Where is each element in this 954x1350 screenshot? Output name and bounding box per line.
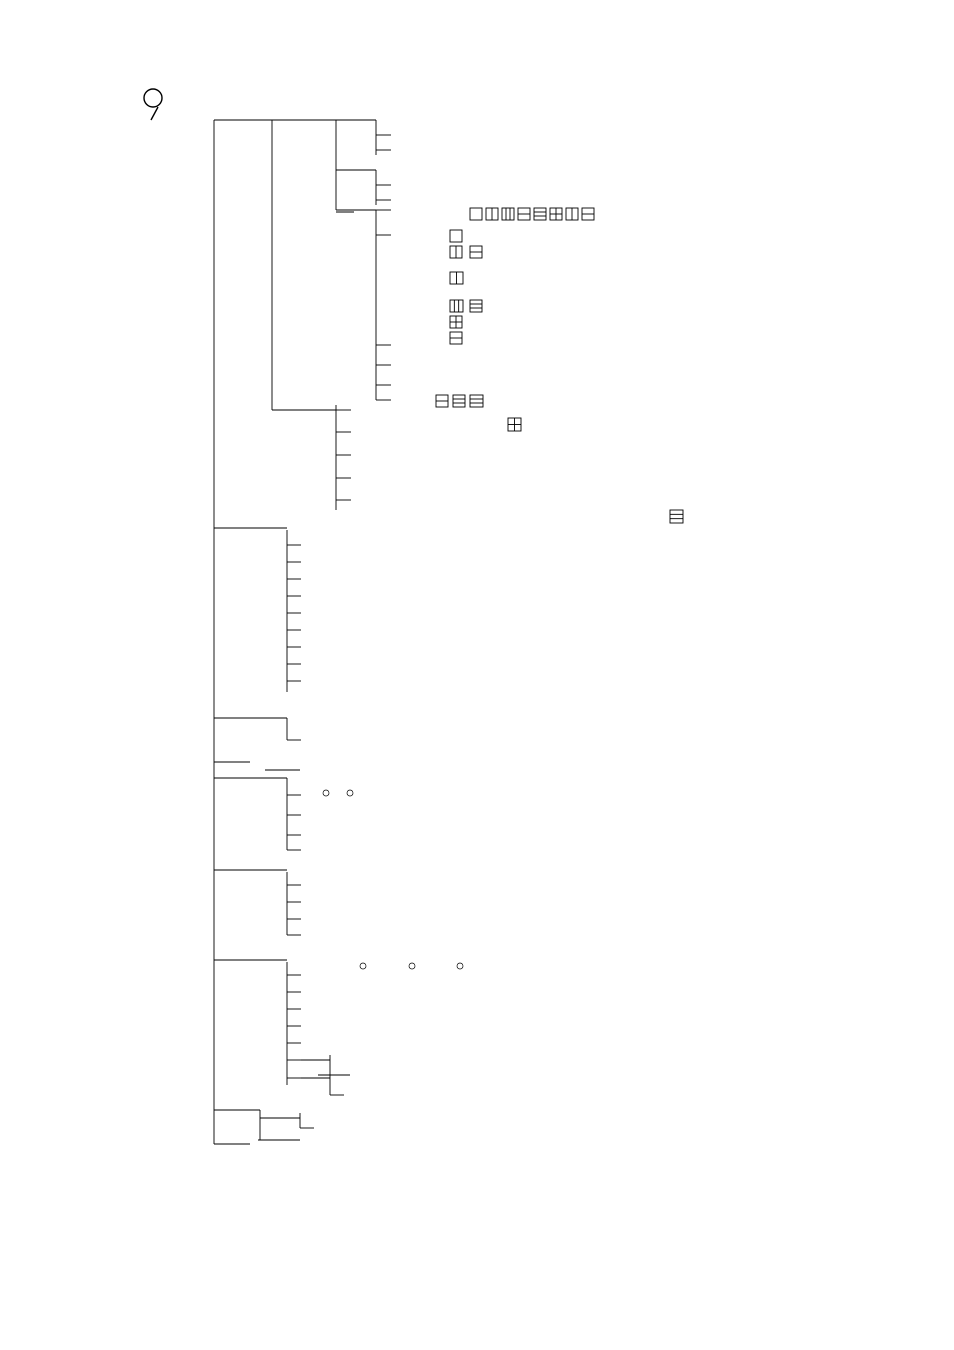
- glyph-cluster-hsplit_far: [670, 510, 683, 523]
- glyph-cluster-row_trio: [436, 395, 483, 407]
- glyph-cluster-r3: [450, 246, 482, 258]
- dot-marker: [409, 963, 415, 969]
- dot-marker: [360, 963, 366, 969]
- glyph-cluster-r4: [450, 272, 463, 284]
- glyph-cluster-r6: [450, 316, 462, 328]
- dot-marker: [347, 790, 353, 796]
- dot-marker: [323, 790, 329, 796]
- glyph-cluster-row1: [470, 208, 594, 220]
- glyph-cluster-grid_mid: [508, 418, 521, 431]
- glyph-cluster-r7: [450, 332, 462, 344]
- glyph-cluster-r5: [450, 300, 482, 312]
- magnifier-icon: [144, 89, 162, 120]
- tree-diagram: [0, 0, 954, 1350]
- dot-marker: [457, 963, 463, 969]
- glyph-cluster-r2: [450, 230, 462, 242]
